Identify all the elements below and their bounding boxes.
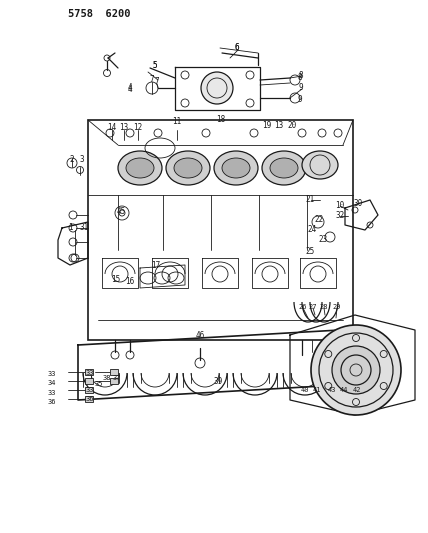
Text: 18: 18 [217,116,226,125]
Text: 8: 8 [299,71,303,80]
Text: 44: 44 [340,387,348,393]
Bar [85,378,93,384]
Text: 24: 24 [307,225,317,235]
Ellipse shape [302,151,338,179]
Text: 33: 33 [86,387,94,393]
Text: 6: 6 [235,44,239,52]
Text: 5: 5 [153,61,158,69]
Text: 40: 40 [301,387,309,393]
Text: 2: 2 [70,156,74,165]
Text: 4: 4 [128,83,132,92]
Text: 33: 33 [48,371,56,377]
Text: 5: 5 [153,61,158,70]
Bar [85,369,93,375]
Text: 32: 32 [336,211,345,220]
Text: 38: 38 [103,375,111,381]
Text: 33: 33 [86,370,94,376]
Text: 29: 29 [333,304,341,310]
Text: 22: 22 [315,215,324,224]
Bar [85,396,93,402]
Text: 33: 33 [48,390,56,396]
Text: 43: 43 [328,387,336,393]
Ellipse shape [166,151,210,185]
Ellipse shape [262,151,306,185]
Ellipse shape [222,158,250,178]
Text: 41: 41 [313,387,321,393]
Text: 25: 25 [305,247,315,256]
Text: 31: 31 [79,223,89,232]
Bar [110,369,118,375]
Text: 7: 7 [150,76,155,85]
Text: 36: 36 [86,396,94,402]
Text: 6: 6 [235,44,239,52]
Circle shape [311,325,401,415]
Text: 35: 35 [95,381,103,387]
Circle shape [332,346,380,394]
Text: 42: 42 [353,387,361,393]
Text: 3: 3 [80,156,84,165]
Text: 45: 45 [116,207,126,216]
Text: 37: 37 [113,375,121,381]
Text: 28: 28 [320,304,328,310]
Text: 9: 9 [299,84,303,93]
Text: 20: 20 [287,122,297,131]
Text: 17: 17 [152,261,160,270]
Text: 30: 30 [354,199,363,208]
Text: 16: 16 [125,278,135,287]
Bar [85,387,93,393]
Text: 10: 10 [336,200,345,209]
Text: 1: 1 [68,223,72,232]
Text: 7: 7 [155,77,159,86]
Text: 21: 21 [305,196,315,205]
Text: 8: 8 [298,74,302,83]
Circle shape [201,72,233,104]
Bar [88,120,353,340]
Text: 5758  6200: 5758 6200 [68,9,131,19]
Text: 15: 15 [111,276,121,285]
Text: 19: 19 [262,122,272,131]
Text: 13: 13 [119,123,129,132]
Text: 39: 39 [214,377,223,386]
Text: 46: 46 [195,330,205,340]
Text: 12: 12 [134,123,143,132]
Text: 14: 14 [107,123,116,132]
Ellipse shape [270,158,298,178]
Text: 36: 36 [48,399,56,405]
Text: 11: 11 [172,117,181,126]
Text: 27: 27 [309,304,317,310]
Ellipse shape [126,158,154,178]
Text: 4: 4 [128,85,132,94]
Text: 26: 26 [299,304,307,310]
Ellipse shape [118,151,162,185]
Ellipse shape [214,151,258,185]
Bar [110,378,118,384]
Text: 23: 23 [318,236,327,245]
Ellipse shape [174,158,202,178]
Text: 9: 9 [298,94,302,103]
Text: 13: 13 [274,122,284,131]
Text: 34: 34 [48,380,56,386]
